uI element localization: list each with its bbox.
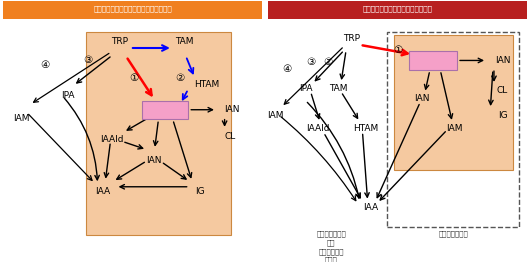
Text: ①: ①: [129, 73, 138, 83]
Text: CL: CL: [497, 86, 508, 95]
Text: TAM: TAM: [329, 84, 348, 93]
Text: ②: ②: [323, 57, 333, 67]
Text: ①: ①: [393, 45, 403, 55]
Text: イネ: イネ: [327, 240, 335, 246]
FancyBboxPatch shape: [142, 101, 188, 119]
Text: IAN: IAN: [146, 156, 162, 165]
Text: IAAld: IAAld: [306, 124, 329, 133]
FancyBboxPatch shape: [268, 0, 527, 19]
Text: IAA: IAA: [95, 187, 110, 196]
Text: HTAM: HTAM: [194, 80, 219, 89]
Text: ④: ④: [40, 60, 49, 70]
Text: ②: ②: [175, 73, 184, 83]
Text: シロイヌナズナ: シロイヌナズナ: [316, 230, 346, 237]
FancyBboxPatch shape: [86, 32, 231, 235]
Text: ④: ④: [282, 64, 291, 74]
FancyBboxPatch shape: [3, 0, 262, 19]
Text: IG: IG: [195, 187, 204, 196]
Text: IAOx: IAOx: [153, 105, 177, 114]
Text: IAM: IAM: [446, 124, 462, 133]
FancyBboxPatch shape: [409, 51, 457, 70]
FancyBboxPatch shape: [394, 35, 513, 170]
Text: 本研究後のオーキシン生合成経路図: 本研究後のオーキシン生合成経路図: [363, 5, 432, 12]
Text: IAN: IAN: [495, 56, 510, 65]
Text: IAA: IAA: [363, 203, 378, 212]
Text: トウモロコシ: トウモロコシ: [319, 248, 344, 255]
Text: IAN: IAN: [224, 105, 240, 114]
Text: IPA: IPA: [61, 91, 75, 101]
Text: CL: CL: [225, 132, 236, 141]
Text: IAM: IAM: [13, 114, 30, 123]
Text: TAM: TAM: [175, 37, 193, 46]
Text: IAAld: IAAld: [101, 135, 124, 144]
Text: シロイヌナズナ: シロイヌナズナ: [438, 230, 468, 237]
Text: ③: ③: [306, 57, 315, 67]
Text: タバコ: タバコ: [325, 257, 338, 262]
Text: IPA: IPA: [299, 84, 313, 93]
Text: IG: IG: [498, 111, 507, 121]
Text: HTAM: HTAM: [353, 124, 378, 133]
Text: IAN: IAN: [414, 94, 430, 103]
Text: TRP: TRP: [343, 34, 360, 43]
Text: TRP: TRP: [111, 37, 128, 46]
Text: これまでの推定オーキシン生合成経路図: これまでの推定オーキシン生合成経路図: [93, 5, 172, 12]
Text: IAOx: IAOx: [421, 56, 445, 65]
Text: IAM: IAM: [267, 111, 284, 121]
Text: ③: ③: [83, 56, 93, 66]
